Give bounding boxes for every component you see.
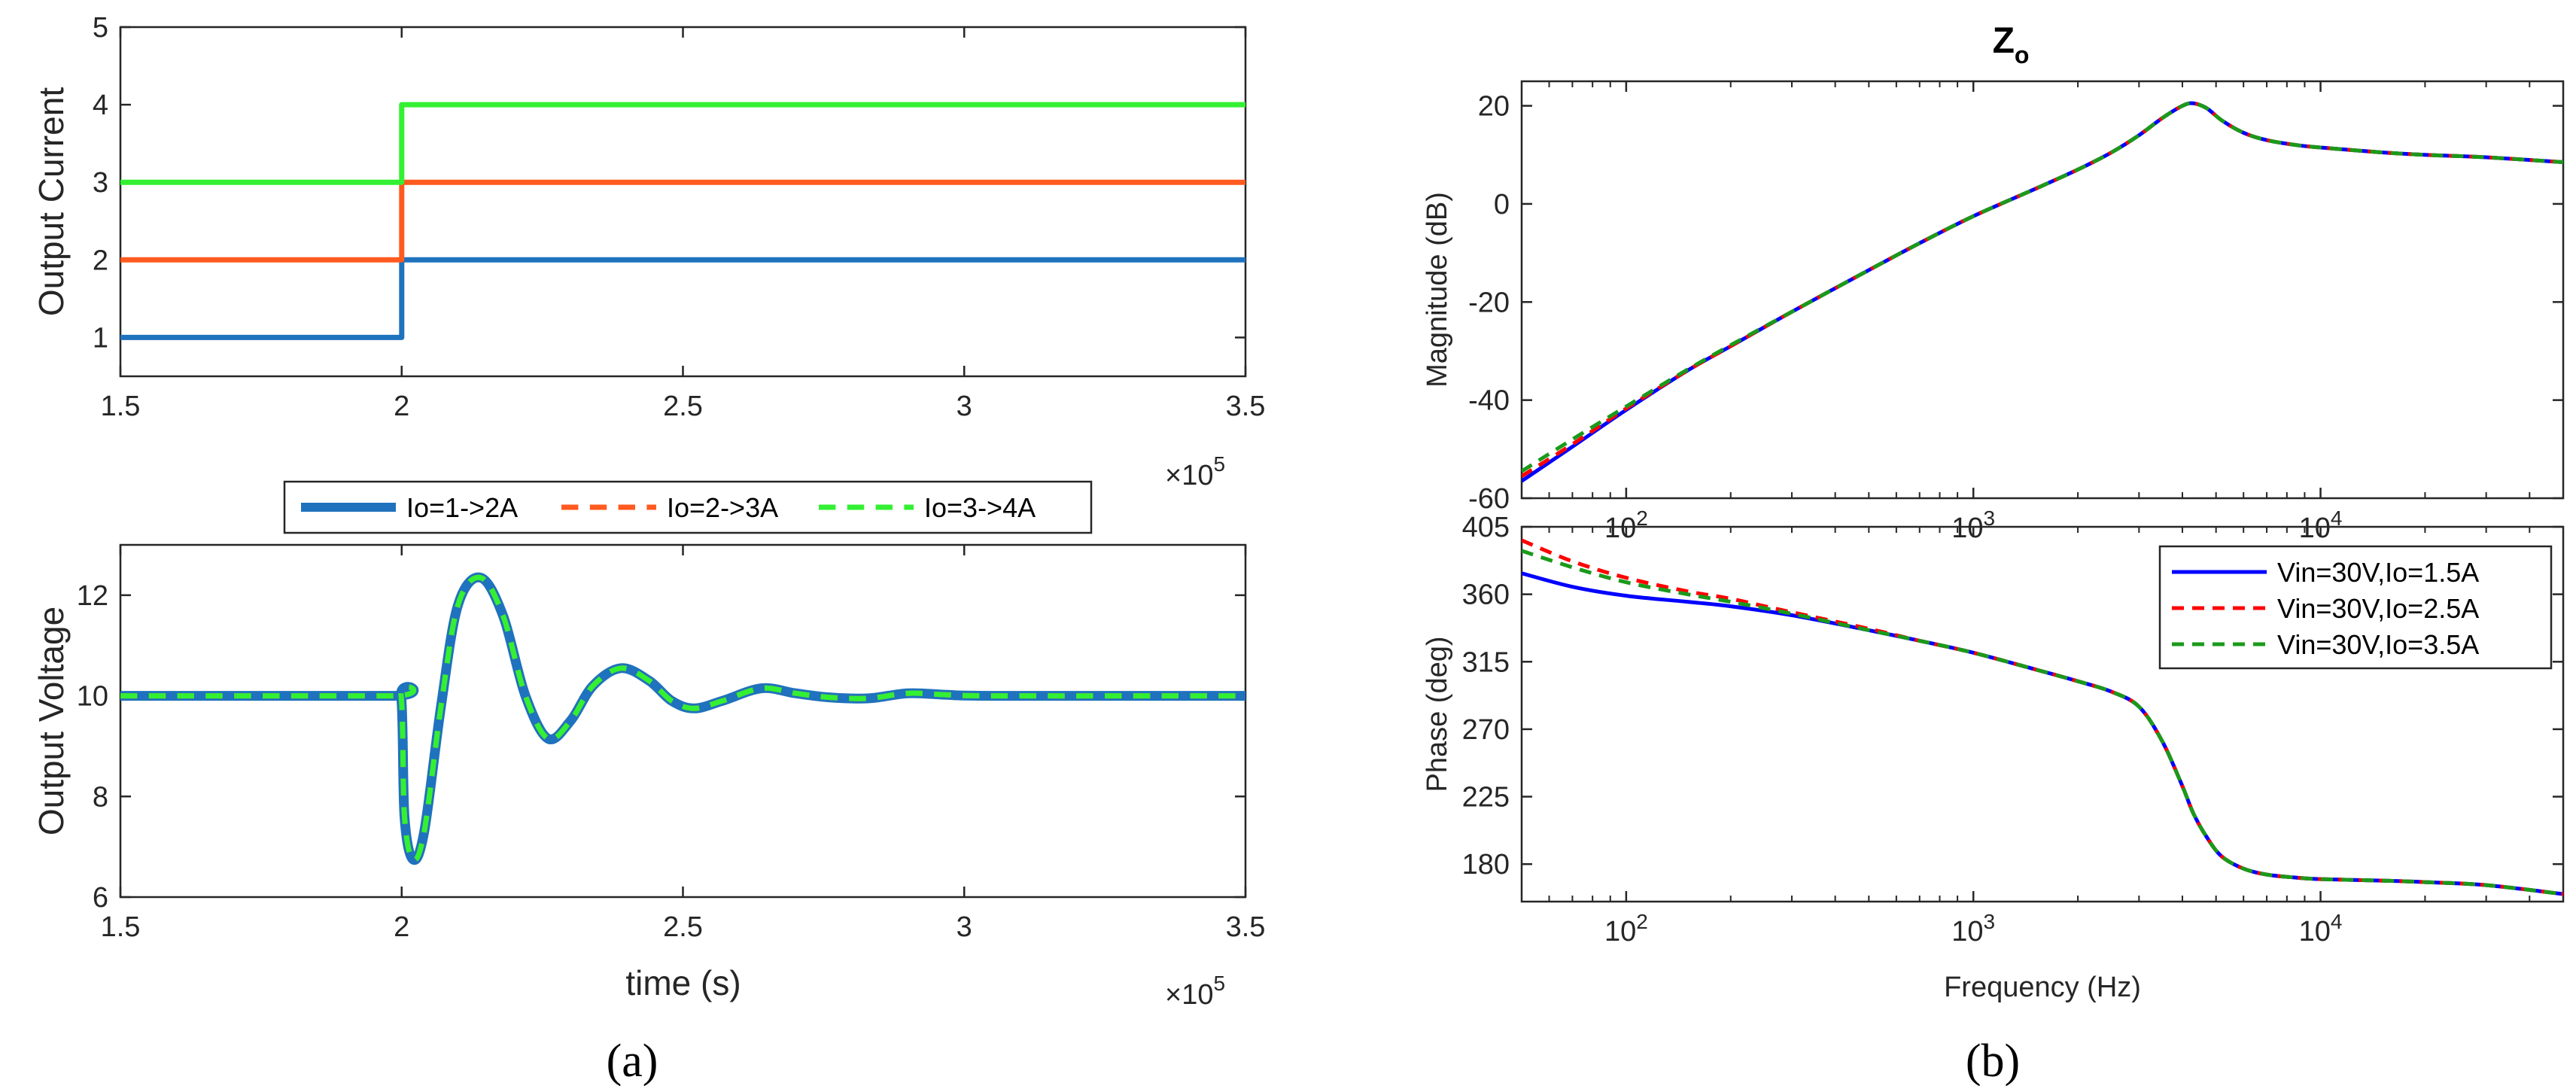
x-tick-label: 103 xyxy=(1951,910,1995,948)
zo-phase-plot-area xyxy=(1520,525,2565,903)
zo-phase-xlabel: Frequency (Hz) xyxy=(1944,972,2141,1003)
zo-magnitude-ylabel: Magnitude (dB) xyxy=(1422,192,1453,388)
output-voltage-ylabel: Output Voltage xyxy=(32,607,71,835)
zo-phase-series xyxy=(1522,538,2563,896)
y-tick-label: 1 xyxy=(93,322,108,354)
output-current-ylabel: Output Current xyxy=(32,87,71,316)
y-tick-label: 2 xyxy=(93,245,108,276)
series-line-output-current-2 xyxy=(120,102,1245,185)
zo-magnitude-ticks: 102 103 104 -60 -40 -20 0 20 xyxy=(1468,81,2564,544)
x-tick-label: 2 xyxy=(394,911,409,943)
output-voltage-plot-area xyxy=(119,543,1247,899)
series-line-zo-magnitude-1 xyxy=(1522,101,2563,478)
y-tick-label: 405 xyxy=(1462,512,1510,543)
x-tick-label: 3.5 xyxy=(1226,911,1266,943)
series-line-zo-phase-2 xyxy=(1522,549,2563,896)
x-tick-label: 2.5 xyxy=(663,911,703,943)
x-tick-label: 103 xyxy=(1951,506,1995,544)
zo-title: Zo xyxy=(1993,21,2030,68)
voltage-legend-box xyxy=(283,480,1093,534)
legend-label: Vin=30V,Io=3.5A xyxy=(2277,629,2479,660)
y-tick-label: 315 xyxy=(1462,646,1510,678)
output-current-series xyxy=(120,102,1245,340)
panel-a-label: (a) xyxy=(607,1036,658,1087)
series-line-output-voltage-1 xyxy=(120,574,1245,863)
series-line-output-voltage-0 xyxy=(120,572,1245,865)
x-tick-label: 104 xyxy=(2299,506,2343,544)
output-current-axes: 1.5 2 2.5 3 3.5 1 2 3 4 5 Output Current ×105 xyxy=(32,12,1265,491)
y-tick-label: -60 xyxy=(1468,483,1510,515)
legend-label: Vin=30V,Io=2.5A xyxy=(2277,593,2479,624)
x-tick-label: 102 xyxy=(1604,506,1648,544)
x-tick-label: 1.5 xyxy=(101,911,141,943)
y-tick-label: -20 xyxy=(1468,287,1510,318)
output-current-ticks: 1.5 2 2.5 3 3.5 1 2 3 4 5 xyxy=(93,12,1266,422)
y-tick-label: 0 xyxy=(1494,189,1510,221)
x-tick-label: 2 xyxy=(394,391,409,422)
y-tick-label: 4 xyxy=(93,90,108,121)
y-tick-label: 3 xyxy=(93,167,108,199)
zo-phase-ylabel: Phase (deg) xyxy=(1422,636,1453,792)
x-tick-label: 3.5 xyxy=(1226,391,1266,422)
output-voltage-series xyxy=(120,572,1245,865)
y-tick-label: 6 xyxy=(93,882,108,914)
x-tick-label: 2.5 xyxy=(663,391,703,422)
y-tick-label: 20 xyxy=(1478,91,1510,123)
panel-b-label: (b) xyxy=(1966,1036,2020,1087)
output-voltage-axes: 1.5 2 2.5 3 3.5 6 8 10 12 Output Voltage time (s… xyxy=(32,543,1266,1011)
y-tick-label: -40 xyxy=(1468,385,1510,417)
x-tick-label: 3 xyxy=(956,391,972,422)
series-line-output-current-0 xyxy=(120,257,1245,340)
zo-magnitude-series xyxy=(1522,101,2563,483)
x-tick-label: 1.5 xyxy=(101,391,141,422)
x-tick-label: 104 xyxy=(2299,910,2343,948)
y-tick-label: 360 xyxy=(1462,579,1510,611)
zo-magnitude-axes: 102 103 104 -60 -40 -20 0 20 Magnitude (dB) xyxy=(1422,80,2565,544)
zo-magnitude-plot-area xyxy=(1520,80,2565,500)
x-tick-label: 102 xyxy=(1604,910,1648,948)
y-tick-label: 180 xyxy=(1462,849,1510,881)
series-line-zo-magnitude-2 xyxy=(1522,101,2563,473)
y-tick-label: 5 xyxy=(93,12,108,44)
output-voltage-ticks: 1.5 2 2.5 3 3.5 6 8 10 12 xyxy=(77,545,1266,943)
output-voltage-x-multiplier: ×105 xyxy=(1165,972,1225,1011)
voltage-legend: Io=1->2A Io=2->3A Io=3->4A xyxy=(283,480,1093,534)
zo-phase-ticks: 102 103 104 180 225 270 315 360 405 xyxy=(1462,512,2564,948)
phase-legend-entries: Vin=30V,Io=1.5A Vin=30V,Io=2.5A Vin=30V,Io… xyxy=(2172,557,2479,660)
phase-legend: Vin=30V,Io=1.5A Vin=30V,Io=2.5A Vin=30V,Io… xyxy=(2158,545,2553,670)
output-current-x-multiplier: ×105 xyxy=(1165,452,1225,491)
legend-label: Io=2->3A xyxy=(667,492,778,523)
legend-label: Io=3->4A xyxy=(924,492,1036,523)
output-current-plot-area xyxy=(119,26,1247,378)
y-tick-label: 225 xyxy=(1462,782,1510,814)
y-tick-label: 10 xyxy=(77,681,108,713)
output-voltage-xlabel: time (s) xyxy=(625,963,741,1002)
y-tick-label: 8 xyxy=(93,781,108,813)
series-line-zo-magnitude-0 xyxy=(1522,101,2563,483)
legend-label: Vin=30V,Io=1.5A xyxy=(2277,557,2479,588)
y-tick-label: 12 xyxy=(77,580,108,612)
voltage-legend-entries: Io=1->2A Io=2->3A Io=3->4A xyxy=(301,492,1036,523)
y-tick-label: 270 xyxy=(1462,714,1510,746)
x-tick-label: 3 xyxy=(956,911,972,943)
legend-label: Io=1->2A xyxy=(406,492,518,523)
series-line-output-voltage-2 xyxy=(120,574,1245,863)
series-line-output-current-1 xyxy=(120,179,1245,263)
phase-legend-box xyxy=(2158,545,2553,670)
